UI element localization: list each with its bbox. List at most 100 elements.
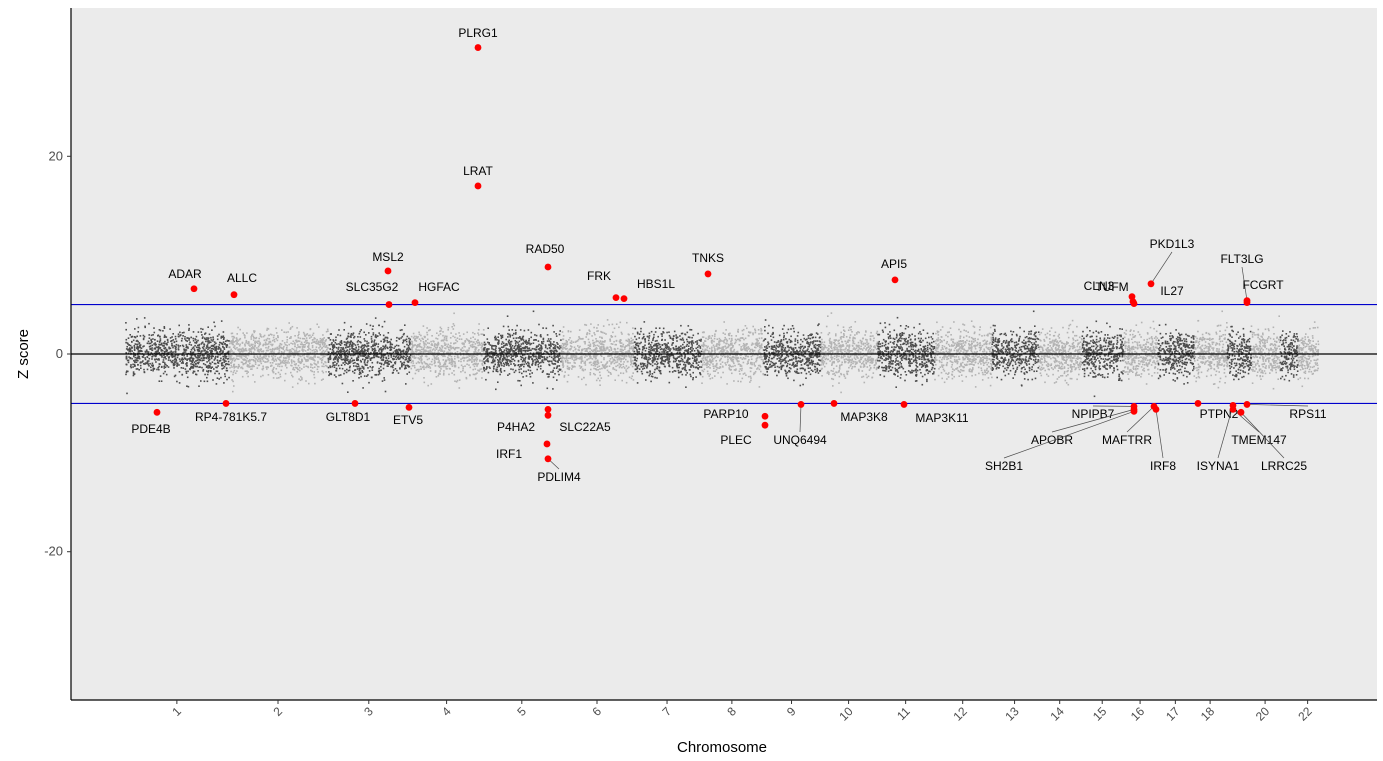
- snp-point: [189, 359, 191, 361]
- snp-point: [244, 345, 246, 347]
- snp-point: [345, 362, 348, 364]
- snp-point: [628, 345, 631, 347]
- snp-point: [163, 326, 166, 328]
- snp-point: [282, 353, 285, 356]
- snp-point: [353, 336, 355, 339]
- snp-point: [408, 346, 410, 349]
- snp-point: [498, 340, 500, 342]
- snp-point: [568, 366, 570, 369]
- snp-point: [646, 335, 649, 338]
- snp-point: [373, 341, 375, 343]
- snp-point: [224, 363, 227, 366]
- snp-point: [147, 360, 150, 362]
- snp-point: [131, 350, 133, 352]
- snp-point: [388, 352, 390, 355]
- snp-point: [162, 344, 165, 347]
- snp-point: [315, 364, 318, 366]
- snp-point: [195, 335, 198, 338]
- snp-point: [168, 356, 170, 358]
- snp-point: [667, 362, 670, 365]
- snp-point: [446, 365, 449, 368]
- snp-point: [295, 347, 298, 349]
- snp-point: [207, 337, 210, 339]
- snp-point: [630, 340, 632, 343]
- snp-point: [662, 355, 664, 358]
- snp-point: [538, 354, 540, 356]
- snp-point: [492, 348, 495, 351]
- snp-point: [553, 352, 555, 354]
- snp-point: [514, 354, 517, 357]
- snp-point: [395, 350, 398, 352]
- snp-point: [540, 346, 543, 348]
- snp-point: [234, 348, 237, 350]
- snp-point: [129, 350, 131, 353]
- snp-point: [352, 380, 354, 382]
- snp-point: [137, 350, 140, 353]
- snp-point: [136, 318, 138, 320]
- snp-point: [351, 350, 353, 352]
- snp-point: [365, 357, 368, 360]
- snp-point: [593, 367, 595, 370]
- snp-point: [426, 327, 428, 329]
- snp-point: [588, 354, 591, 356]
- snp-point: [153, 347, 156, 350]
- snp-point: [497, 360, 500, 362]
- snp-point: [648, 335, 651, 337]
- snp-point: [334, 341, 337, 344]
- snp-point: [242, 351, 244, 353]
- snp-point: [625, 370, 628, 373]
- snp-point: [354, 348, 356, 351]
- snp-point: [378, 356, 380, 358]
- snp-point: [557, 347, 560, 349]
- snp-point: [680, 345, 682, 347]
- snp-point: [636, 382, 639, 384]
- snp-point: [520, 368, 522, 370]
- snp-point: [654, 376, 656, 379]
- snp-point: [441, 346, 444, 349]
- snp-point: [159, 343, 162, 346]
- snp-point: [408, 342, 411, 344]
- snp-point: [231, 359, 234, 362]
- snp-point: [532, 354, 534, 356]
- snp-point: [238, 344, 241, 347]
- snp-point: [394, 362, 397, 365]
- snp-point: [442, 374, 445, 376]
- snp-point: [373, 351, 375, 354]
- snp-point: [501, 334, 504, 337]
- snp-point: [374, 352, 377, 354]
- snp-point: [189, 368, 191, 371]
- snp-point: [386, 365, 389, 367]
- snp-point: [162, 330, 164, 332]
- snp-point: [634, 346, 637, 348]
- snp-point: [458, 338, 461, 340]
- snp-point: [163, 334, 166, 337]
- snp-point: [466, 352, 468, 355]
- snp-point: [299, 369, 301, 372]
- snp-point: [504, 357, 506, 360]
- snp-point: [235, 365, 238, 368]
- snp-point: [267, 347, 269, 349]
- snp-point: [383, 363, 385, 366]
- snp-point: [584, 354, 587, 357]
- snp-point: [682, 343, 684, 346]
- snp-point: [442, 359, 445, 361]
- snp-point: [492, 361, 494, 364]
- snp-point: [131, 346, 133, 349]
- snp-point: [504, 344, 506, 347]
- snp-point: [138, 342, 141, 344]
- snp-point: [608, 365, 611, 367]
- snp-point: [329, 365, 331, 367]
- snp-point: [422, 366, 425, 368]
- snp-point: [431, 363, 433, 366]
- snp-point: [357, 348, 360, 351]
- snp-point: [254, 342, 256, 345]
- snp-point: [690, 346, 692, 349]
- snp-point: [612, 367, 615, 369]
- snp-point: [332, 347, 335, 350]
- snp-point: [207, 338, 209, 340]
- snp-point: [201, 337, 204, 339]
- snp-point: [422, 351, 425, 354]
- snp-point: [473, 355, 476, 358]
- snp-point: [198, 361, 200, 364]
- snp-point: [320, 341, 322, 344]
